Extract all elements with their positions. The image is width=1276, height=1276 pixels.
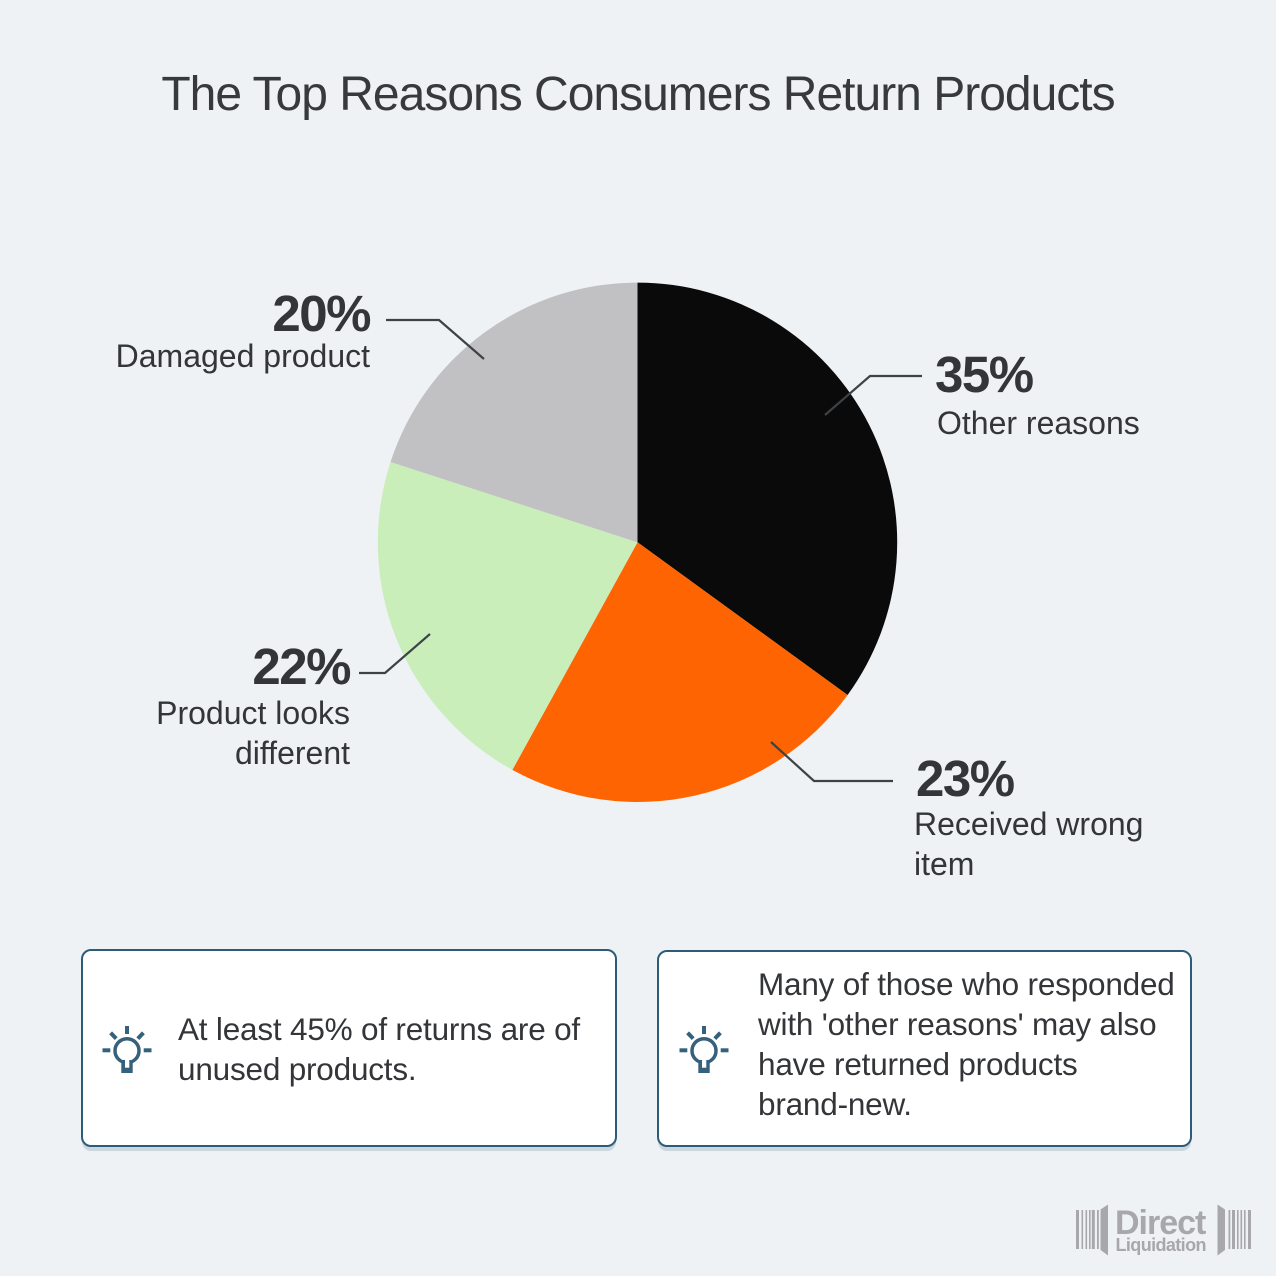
svg-text:Liquidation: Liquidation (1116, 1235, 1206, 1255)
svg-text:Direct: Direct (1115, 1204, 1206, 1242)
